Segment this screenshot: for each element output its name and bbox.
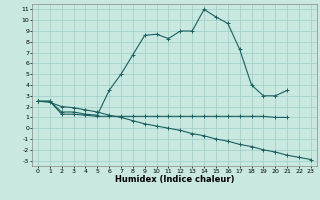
- X-axis label: Humidex (Indice chaleur): Humidex (Indice chaleur): [115, 175, 234, 184]
